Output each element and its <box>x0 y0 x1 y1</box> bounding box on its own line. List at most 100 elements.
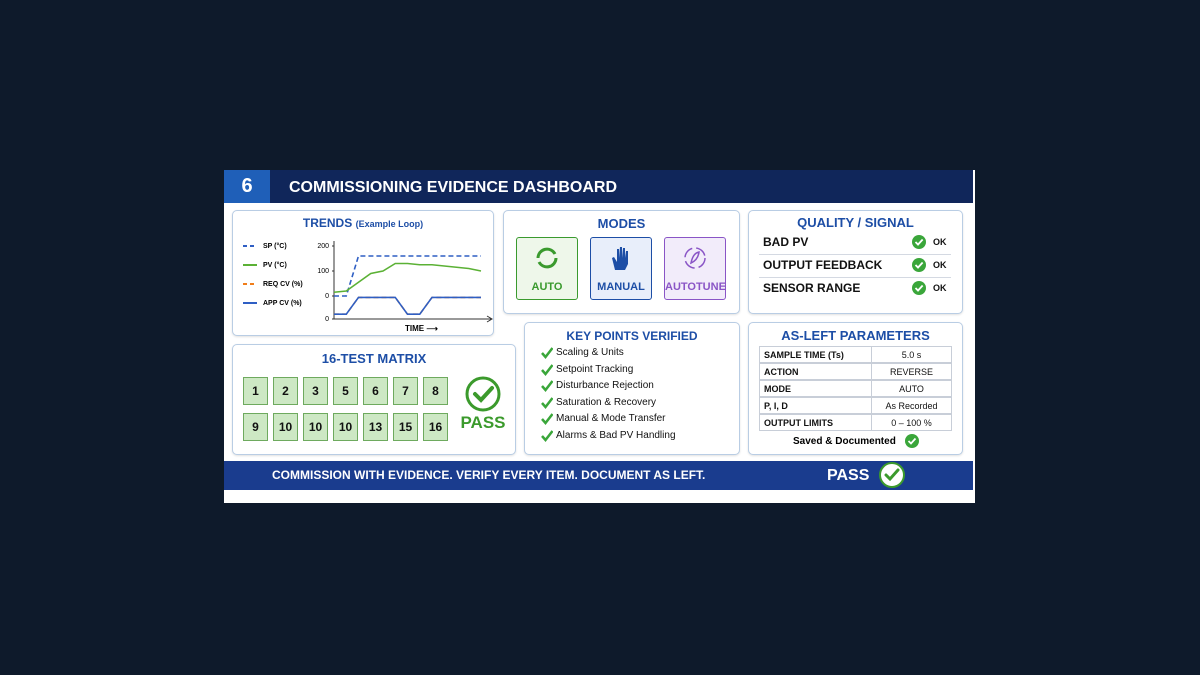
check-circle <box>912 235 926 249</box>
icon-arc <box>536 247 558 269</box>
trends-panel: TRENDS (Example Loop) 0 100 200 0 TIME ⟶ SP (… <box>232 210 494 336</box>
test-cell: 1 <box>243 377 268 405</box>
test-cell: 15 <box>393 413 418 441</box>
check-mark <box>914 261 924 269</box>
check-mark-icon <box>541 413 553 425</box>
trends-heading: TRENDS (Example Loop) <box>233 216 493 230</box>
y-tick-label: 100 <box>317 268 329 275</box>
mode-button: AUTOTUNE <box>664 237 726 300</box>
footer-text: COMMISSION WITH EVIDENCE. VERIFY EVERY I… <box>272 468 706 482</box>
mode-icon <box>684 247 706 269</box>
footer-bar <box>224 461 973 490</box>
param-value: AUTO <box>872 380 952 397</box>
key-point: Scaling & Units <box>556 347 624 358</box>
key-point: Manual & Mode Transfer <box>556 413 666 424</box>
check-mark <box>914 238 924 246</box>
trends-subtitle: (Example Loop) <box>355 219 424 229</box>
series-line <box>334 296 481 315</box>
check-mark-icon <box>541 396 553 409</box>
modes-title: MODES <box>597 216 646 231</box>
test-cell: 6 <box>363 377 388 405</box>
check-stroke <box>541 413 553 425</box>
icon-leaf <box>689 251 700 265</box>
check-stroke <box>541 429 553 442</box>
pass-icon <box>465 376 501 412</box>
quality-label: OUTPUT FEEDBACK <box>763 258 883 272</box>
test-cell: 2 <box>273 377 298 405</box>
param-cell: P, I, D <box>759 397 872 414</box>
check-icon <box>912 235 926 249</box>
footer-pass-icon <box>879 462 905 488</box>
y-tick-label: 200 <box>317 243 329 250</box>
matrix-title: 16-TEST MATRIX <box>321 351 427 366</box>
x-axis-arrow <box>486 315 493 323</box>
check-circle <box>912 258 926 272</box>
section-number: 6 <box>224 170 270 203</box>
check-mark-icon <box>541 429 553 442</box>
key-points-panel: KEY POINTS VERIFIED Scaling & Units Setpo… <box>524 322 740 455</box>
key-points-title: KEY POINTS VERIFIED <box>566 329 698 343</box>
test-cell: 10 <box>333 413 358 441</box>
mode-label: AUTOTUNE <box>665 281 726 293</box>
header-bar <box>224 170 973 203</box>
mode-label: AUTO <box>531 281 563 293</box>
row-divider <box>759 277 951 278</box>
icon-hand <box>612 247 628 270</box>
as-left-panel: AS-LEFT PARAMETERS SAMPLE TIME (Ts) 5.0 s… <box>748 322 963 455</box>
param-cell: OUTPUT LIMITS <box>759 414 872 431</box>
modes-panel: MODES AUTO MANUAL AUTOTUNE <box>503 210 740 314</box>
check-mark-icon <box>541 380 553 392</box>
check-stroke <box>541 396 553 409</box>
mode-button: AUTO <box>516 237 578 300</box>
legend-label: SP (°C) <box>263 242 287 250</box>
footer-result: PASS <box>827 467 870 484</box>
test-cell: 7 <box>393 377 418 405</box>
icon-ring <box>684 247 706 269</box>
param-cell: ACTION <box>759 363 872 380</box>
row-divider <box>759 254 951 255</box>
series-line <box>334 255 481 297</box>
check-stroke <box>541 380 553 392</box>
quality-panel: QUALITY / SIGNAL BAD PV OK OUTPUT FEEDBACK… <box>748 210 963 314</box>
y2-tick-label: 0 <box>325 316 329 323</box>
quality-label: SENSOR RANGE <box>763 281 861 295</box>
series-line <box>333 262 482 294</box>
mode-icon <box>612 247 628 270</box>
as-left-title: AS-LEFT PARAMETERS <box>781 328 930 343</box>
mode-label: MANUAL <box>597 281 645 293</box>
check-icon <box>912 258 926 272</box>
check-circle <box>912 281 926 295</box>
mode-button: MANUAL <box>590 237 652 300</box>
test-cell: 10 <box>273 413 298 441</box>
quality-status: OK <box>933 260 947 270</box>
key-point: Disturbance Rejection <box>556 380 654 391</box>
quality-label: BAD PV <box>763 235 809 249</box>
check-mark-icon <box>541 347 553 359</box>
mode-icon <box>536 247 558 269</box>
test-cell: 3 <box>303 377 328 405</box>
param-value: REVERSE <box>872 363 952 380</box>
quality-status: OK <box>933 283 947 293</box>
param-cell: MODE <box>759 380 872 397</box>
quality-title: QUALITY / SIGNAL <box>797 215 914 230</box>
y-tick-label: 0 <box>325 293 329 300</box>
check-mark <box>914 284 924 292</box>
test-cell: 5 <box>333 377 358 405</box>
matrix-result: PASS <box>460 413 506 432</box>
param-value: 0 – 100 % <box>872 414 952 431</box>
check-mark-icon <box>541 363 553 376</box>
key-point: Setpoint Tracking <box>556 363 634 375</box>
header-title: COMMISSIONING EVIDENCE DASHBOARD <box>289 179 618 196</box>
matrix-panel: 16-TEST MATRIX 1 2 3 5 6 7 8 9 10 10 10 13 15 16 PASS <box>232 344 516 455</box>
key-point: Alarms & Bad PV Handling <box>556 429 676 441</box>
legend-label: APP CV (%) <box>263 300 302 307</box>
param-value: 5.0 s <box>872 346 952 363</box>
check-icon <box>905 434 919 448</box>
test-cell: 10 <box>303 413 328 441</box>
x-axis-label: TIME ⟶ <box>405 324 438 333</box>
check-icon <box>912 281 926 295</box>
legend-label: PV (°C) <box>263 261 287 269</box>
test-cell: 16 <box>423 413 448 441</box>
param-cell: SAMPLE TIME (Ts) <box>759 346 872 363</box>
